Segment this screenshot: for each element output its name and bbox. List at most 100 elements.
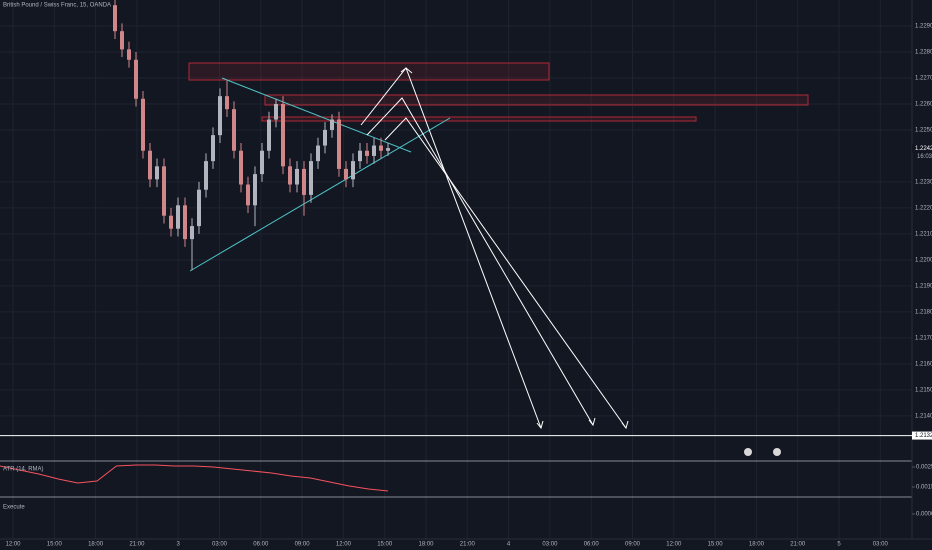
candle-body bbox=[351, 161, 355, 180]
arrow-head bbox=[621, 420, 629, 430]
y-tick-label: 1.22000 bbox=[915, 257, 932, 263]
x-tick-label: 03:00 bbox=[873, 542, 889, 548]
x-tick-label: 15:00 bbox=[708, 542, 724, 548]
y-tick-label: 1.21800 bbox=[915, 309, 932, 315]
execute-label: Execute bbox=[3, 505, 25, 511]
marks bbox=[0, 0, 912, 492]
candle-body bbox=[113, 5, 117, 32]
candle-body bbox=[302, 168, 306, 195]
candle-body bbox=[183, 205, 187, 240]
y-tick-label: 1.22500 bbox=[915, 128, 932, 134]
candle-body bbox=[253, 174, 257, 206]
atr-line bbox=[0, 464, 389, 492]
y-tick-label: 1.22700 bbox=[915, 76, 932, 82]
y-tick-label: 0.00250 bbox=[916, 465, 932, 471]
candle-body bbox=[211, 135, 215, 162]
candle-body bbox=[134, 59, 138, 99]
candle-body bbox=[127, 49, 131, 60]
y-tick-label: 1.21600 bbox=[915, 361, 932, 367]
candle-body bbox=[316, 145, 320, 162]
zone bbox=[261, 116, 697, 122]
arrow-head bbox=[588, 417, 596, 427]
candle-body bbox=[288, 166, 292, 185]
x-tick-label: 4 bbox=[507, 542, 511, 548]
candle-body bbox=[148, 150, 152, 180]
arrow-head bbox=[536, 420, 544, 430]
candle-body bbox=[372, 145, 376, 156]
x-tick-label: 21:00 bbox=[790, 542, 806, 548]
x-tick-label: 18:00 bbox=[88, 542, 104, 548]
candle-body bbox=[141, 98, 145, 151]
zone bbox=[264, 94, 809, 106]
price-label-box bbox=[912, 431, 932, 440]
atr-label: ATR (14, RMA) bbox=[3, 467, 44, 473]
x-tick-label: 5 bbox=[837, 542, 841, 548]
x-tick-label: 18:00 bbox=[418, 542, 434, 548]
candle-body bbox=[176, 205, 180, 229]
candle-body bbox=[218, 96, 222, 136]
candle-body bbox=[190, 226, 194, 240]
y-tick-label: 1.21400 bbox=[915, 413, 932, 419]
y-tick-label: 1.22200 bbox=[915, 205, 932, 211]
trend-line bbox=[221, 77, 412, 153]
x-tick-label: 15:00 bbox=[47, 542, 63, 548]
x-tick-label: 09:00 bbox=[295, 542, 311, 548]
candle-body bbox=[162, 166, 166, 216]
countdown: 16:03 bbox=[917, 154, 932, 160]
x-tick-label: 06:00 bbox=[253, 542, 269, 548]
price-label-box bbox=[912, 144, 932, 153]
x-tick-label: 03:00 bbox=[542, 542, 558, 548]
x-tick-label: 12:00 bbox=[336, 542, 352, 548]
candle-body bbox=[337, 119, 341, 169]
arrow-head bbox=[400, 67, 413, 74]
y-tick-label: 1.22600 bbox=[915, 102, 932, 108]
candle-body bbox=[344, 168, 348, 180]
event-icon[interactable] bbox=[773, 448, 781, 456]
y-tick-label: 1.21500 bbox=[915, 387, 932, 393]
x-tick-label: 21:00 bbox=[460, 542, 476, 548]
candle-body bbox=[239, 150, 243, 185]
candle-body bbox=[197, 189, 201, 227]
candle-body bbox=[204, 161, 208, 190]
candle-body bbox=[281, 103, 285, 167]
candle-body bbox=[365, 150, 369, 156]
candle-body bbox=[267, 119, 271, 151]
y-tick-label: 1.21700 bbox=[915, 335, 932, 341]
y-tick-label: 1.22900 bbox=[915, 24, 932, 30]
candle-body bbox=[120, 31, 124, 50]
y-tick-label: 1.22300 bbox=[915, 179, 932, 185]
candle-body bbox=[323, 129, 327, 146]
drawings bbox=[188, 62, 809, 456]
candle-body bbox=[358, 150, 362, 162]
candle-body bbox=[386, 148, 390, 151]
candle-body bbox=[295, 168, 299, 185]
candle-body bbox=[169, 215, 173, 229]
candle-body bbox=[155, 166, 159, 180]
candle-body bbox=[330, 119, 334, 130]
x-tick-label: 3 bbox=[177, 542, 181, 548]
candle-body bbox=[225, 96, 229, 110]
x-tick-label: 18:00 bbox=[749, 542, 765, 548]
y-tick-label: 1.22800 bbox=[915, 50, 932, 56]
price-label: 1.22429 bbox=[915, 146, 932, 152]
y-tick-label: 0.00000 bbox=[916, 512, 932, 518]
y-tick-label: 1.22100 bbox=[915, 231, 932, 237]
x-tick-label: 03:00 bbox=[212, 542, 228, 548]
candle-body bbox=[260, 150, 264, 175]
y-tick-label: 1.21900 bbox=[915, 283, 932, 289]
candle-body bbox=[232, 109, 236, 151]
candle-body bbox=[274, 103, 278, 120]
arrow bbox=[366, 97, 594, 426]
x-tick-label: 12:00 bbox=[5, 542, 21, 548]
event-icon[interactable] bbox=[744, 448, 752, 456]
y-tick-label: 0.00150 bbox=[916, 485, 932, 491]
zone bbox=[188, 62, 550, 81]
candle-body bbox=[379, 145, 383, 151]
x-tick-label: 09:00 bbox=[625, 542, 641, 548]
trend-line bbox=[189, 117, 451, 272]
price-label: 1.21324 bbox=[915, 433, 932, 439]
candle-body bbox=[309, 161, 313, 195]
x-tick-label: 15:00 bbox=[377, 542, 393, 548]
